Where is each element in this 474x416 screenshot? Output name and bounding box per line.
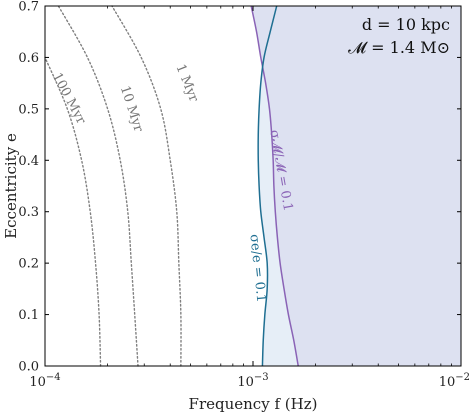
y-tick-label-0: 0.0 [18,360,39,375]
y-tick-label-1: 0.1 [18,308,39,323]
chirp-mass-annotation: 𝓜 = 1.4 M⊙ [348,38,450,57]
y-tick-label-6: 0.6 [18,51,39,66]
curve-label-2: 1 Myr [172,62,201,105]
y-tick-label-5: 0.5 [18,102,39,117]
y-axis-title: Eccentricity e [2,133,20,239]
y-tick-label-7: 0.7 [18,0,39,15]
x-tick-label-1: 10−3 [237,372,268,390]
shaded-regions [251,6,461,366]
chirp-mass-constraint-region [251,6,461,366]
y-tick-label-3: 0.3 [18,205,39,220]
series-line-3 [57,5,139,367]
distance-annotation: d = 10 kpc [362,15,450,34]
series-line-1 [257,5,278,367]
curves [44,5,299,367]
y-tick-label-2: 0.2 [18,257,39,272]
axis-ticks: 0.0 0.1 0.2 0.3 0.4 0.5 0.6 0.7 10−4 10−3 10−2 [18,0,470,390]
y-tick-label-4: 0.4 [18,154,39,169]
series-line-2 [111,5,182,367]
curve-label-0: 100 Myr [49,70,89,127]
series-line-4 [44,56,102,367]
x-tick-label-2: 10−2 [439,372,470,390]
curve-label-4: σe/e = 0.1 [246,233,268,303]
x-tick-label-0: 10−4 [29,372,60,390]
curve-label-1: 10 Myr [117,84,146,135]
x-axis-title: Frequency f (Hz) [189,395,318,413]
